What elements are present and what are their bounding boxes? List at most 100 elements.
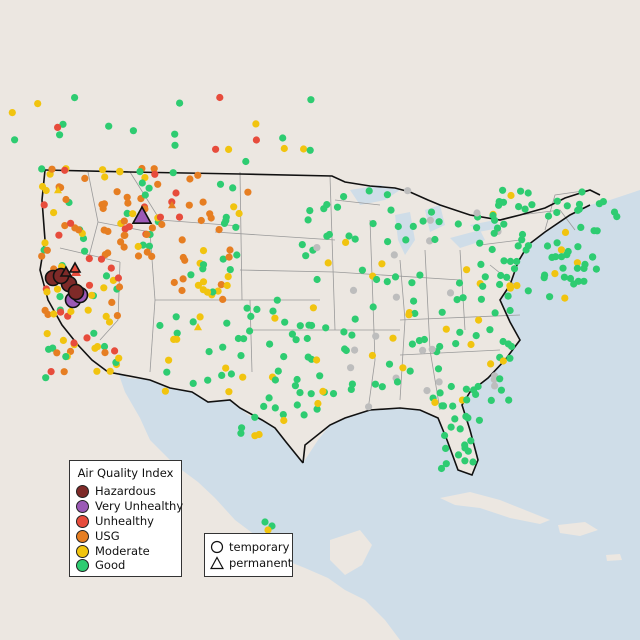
station-marker xyxy=(467,340,475,349)
station-marker xyxy=(472,332,480,340)
station-marker xyxy=(274,367,282,375)
station-marker xyxy=(419,346,427,354)
station-marker xyxy=(303,334,311,343)
station-marker xyxy=(271,314,279,322)
station-marker xyxy=(246,327,254,335)
station-marker xyxy=(521,205,529,213)
station-marker xyxy=(225,253,233,261)
station-marker xyxy=(279,134,287,142)
station-marker xyxy=(158,220,166,229)
station-marker xyxy=(306,146,314,154)
station-marker xyxy=(496,280,504,289)
station-marker xyxy=(475,416,483,424)
station-marker xyxy=(11,136,19,144)
station-marker xyxy=(553,197,562,205)
station-marker xyxy=(306,207,314,215)
station-marker xyxy=(62,195,70,204)
station-marker xyxy=(351,346,359,354)
station-marker xyxy=(461,441,469,449)
station-markers xyxy=(8,93,621,534)
station-marker xyxy=(165,356,173,364)
station-marker xyxy=(129,210,137,218)
station-marker xyxy=(196,313,204,321)
station-marker xyxy=(264,526,272,534)
station-marker xyxy=(81,247,89,255)
station-marker xyxy=(120,217,128,225)
station-marker xyxy=(307,96,315,104)
station-marker xyxy=(161,387,169,395)
station-marker xyxy=(242,157,250,166)
station-marker xyxy=(316,372,324,380)
permanent-station-marker xyxy=(54,186,62,194)
station-marker xyxy=(40,201,48,209)
station-marker xyxy=(129,127,137,135)
station-marker xyxy=(574,243,582,251)
station-marker xyxy=(178,236,186,244)
station-marker xyxy=(253,305,261,313)
station-marker xyxy=(115,354,123,362)
station-marker xyxy=(229,184,237,192)
station-marker xyxy=(517,187,525,195)
station-marker xyxy=(322,324,330,332)
station-marker xyxy=(224,273,232,281)
station-marker xyxy=(323,232,331,240)
station-marker xyxy=(173,329,181,337)
station-marker xyxy=(34,100,42,108)
hispaniola xyxy=(558,522,598,536)
station-marker xyxy=(313,275,321,284)
station-marker xyxy=(179,275,187,283)
station-marker xyxy=(345,232,353,240)
station-marker xyxy=(123,193,131,201)
station-marker xyxy=(524,242,533,250)
station-marker xyxy=(442,460,450,468)
station-marker xyxy=(170,335,178,343)
station-marker xyxy=(223,281,231,290)
station-marker xyxy=(124,199,132,207)
station-marker xyxy=(252,136,260,144)
station-marker xyxy=(50,209,58,217)
station-marker xyxy=(451,415,459,423)
station-marker xyxy=(271,404,279,412)
station-marker xyxy=(194,171,202,179)
station-marker xyxy=(280,353,288,361)
station-marker xyxy=(150,165,158,173)
station-marker xyxy=(500,257,508,265)
station-marker xyxy=(394,222,402,231)
station-marker xyxy=(171,141,179,149)
station-marker xyxy=(106,367,114,375)
station-marker xyxy=(420,335,428,344)
station-marker xyxy=(491,382,499,390)
station-marker xyxy=(185,201,193,209)
station-marker xyxy=(41,306,49,314)
station-marker xyxy=(393,378,402,386)
station-marker xyxy=(53,285,62,293)
station-marker xyxy=(463,396,471,404)
station-marker xyxy=(85,281,94,289)
station-marker xyxy=(446,289,455,297)
station-marker xyxy=(102,312,110,320)
permanent-station-marker xyxy=(59,265,73,277)
station-marker xyxy=(281,318,289,326)
station-marker xyxy=(172,189,180,197)
station-marker xyxy=(62,353,70,361)
station-marker xyxy=(61,222,69,230)
station-marker xyxy=(298,241,306,249)
station-marker xyxy=(99,204,107,213)
station-marker xyxy=(226,266,234,274)
station-marker xyxy=(487,360,495,368)
station-marker xyxy=(57,308,65,316)
station-marker xyxy=(427,208,436,216)
station-marker xyxy=(435,378,443,386)
station-marker xyxy=(47,368,55,376)
station-marker xyxy=(383,278,391,286)
station-marker xyxy=(170,278,178,287)
station-marker xyxy=(578,188,586,196)
station-marker xyxy=(204,376,212,384)
station-marker xyxy=(497,386,505,394)
station-marker xyxy=(271,376,279,384)
station-marker xyxy=(83,334,91,342)
station-marker xyxy=(247,312,255,320)
station-marker xyxy=(313,244,321,252)
legend-item-usg: USG xyxy=(76,529,120,543)
station-marker xyxy=(436,389,444,397)
